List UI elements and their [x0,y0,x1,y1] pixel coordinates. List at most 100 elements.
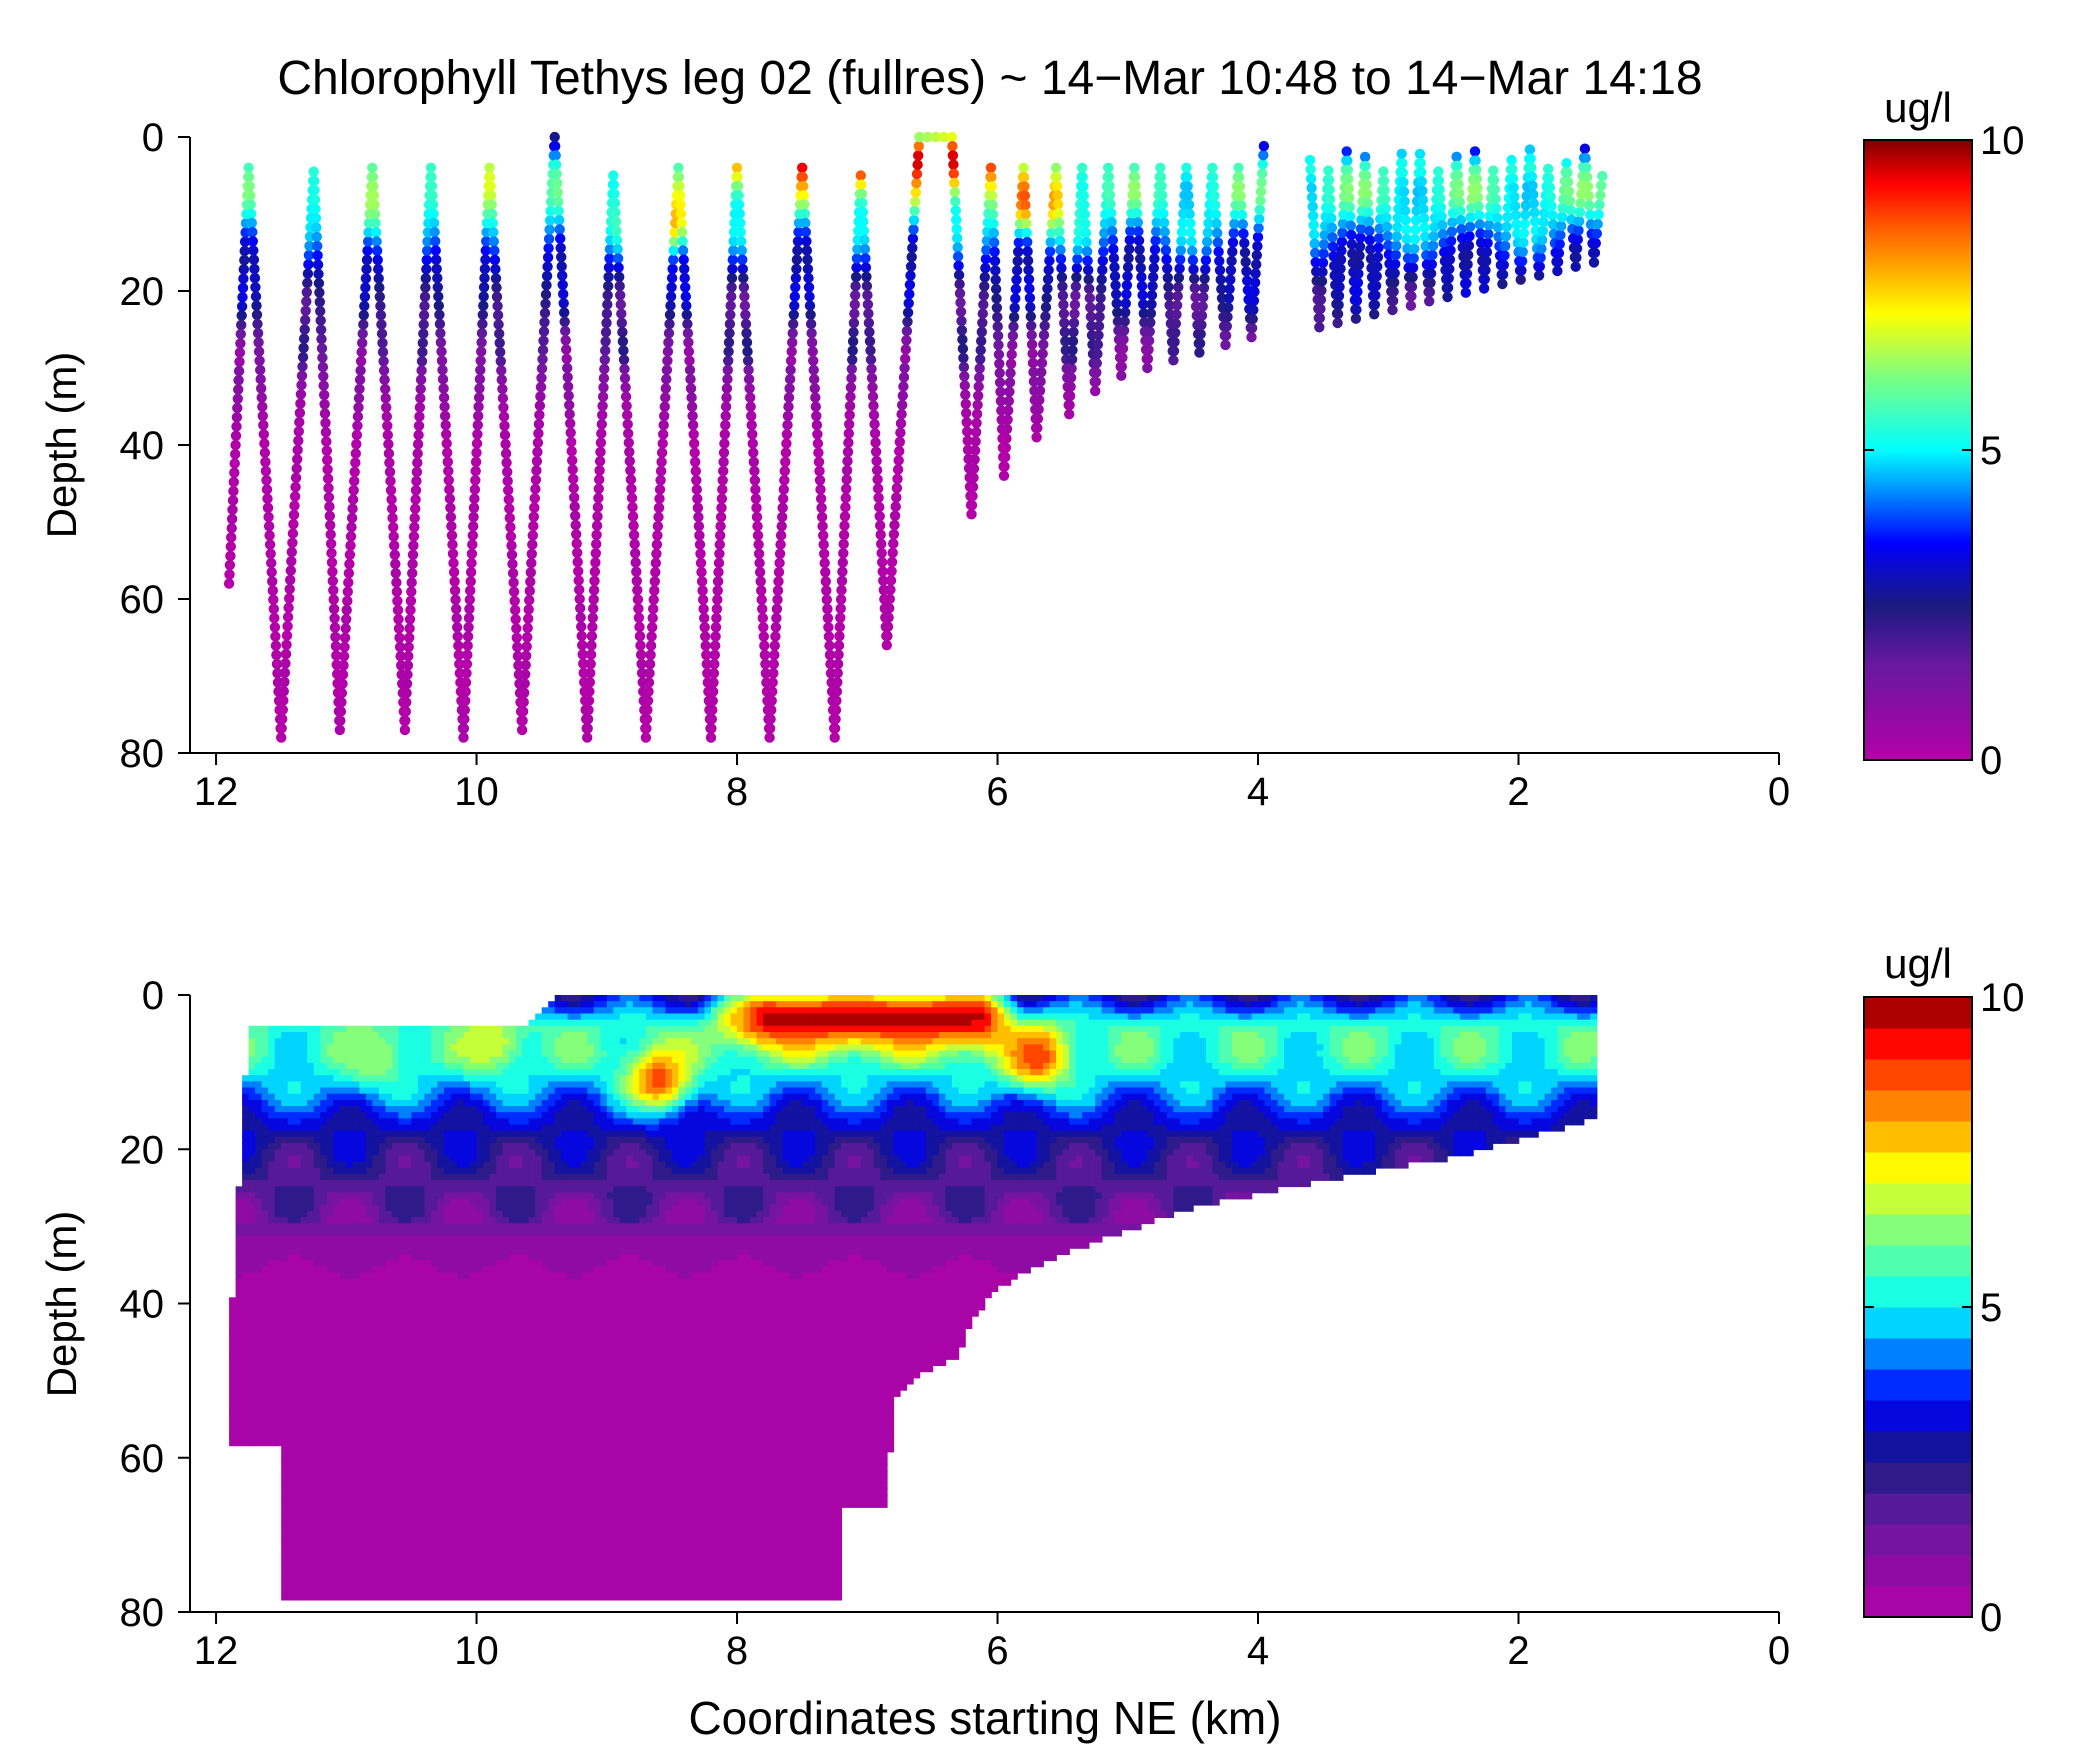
contour-cell [802,1019,810,1027]
contour-cell [1114,1007,1122,1015]
scatter-point [660,383,671,394]
scatter-point [614,280,625,292]
scatter-point [1147,280,1158,292]
contour-cell [717,1032,725,1039]
scatter-point [371,236,382,247]
scatter-point [479,272,490,284]
contour-cell [893,1050,901,1058]
contour-cell [450,1038,458,1046]
contour-cell [1238,1044,1246,1052]
scatter-point [600,336,611,347]
contour-cell [1355,1013,1363,1021]
contour-cell [776,1038,784,1046]
scatter-point [612,244,623,255]
scatter-point [438,383,449,394]
scatter-point [1181,171,1193,183]
scatter-point [1456,224,1467,235]
contour-cell [1570,1056,1578,1064]
contour-cell [1362,1062,1370,1070]
contour-cell [1538,1069,1546,1076]
scatter-point [1334,281,1345,293]
contour-cell [645,1056,654,1064]
contour-cell [541,1056,549,1064]
contour-cell [1329,1013,1337,1021]
contour-cell [971,1001,979,1009]
contour-cell [1433,1013,1442,1021]
contour-cell [613,1056,621,1064]
contour-cell [411,1038,419,1046]
contour-cell [1388,1056,1396,1064]
contour-cell [509,1025,517,1033]
scatter-point [238,264,249,275]
scatter-point [404,632,415,643]
scatter-point [806,328,817,339]
scatter-point [354,383,365,395]
contour-cell [1049,1050,1057,1058]
contour-cell [1218,1062,1227,1070]
contour-cell [1153,1062,1162,1070]
scatter-point [1592,218,1603,230]
scatter-point [768,658,779,670]
contour-cell [522,1032,530,1039]
contour-cell [854,1062,862,1070]
scatter-point [725,309,736,320]
scatter-point [1500,240,1511,252]
scatter-point [908,215,920,226]
scatter-point [1066,354,1078,365]
scatter-point [1464,231,1475,242]
contour-cell [1153,1019,1162,1027]
contour-cell [320,1069,328,1076]
contour-cell [1160,1062,1168,1070]
contour-cell [828,1044,836,1052]
scatter-point [282,621,293,632]
scatter-point [666,272,678,284]
scatter-point [1378,175,1390,186]
scatter-point [745,392,756,403]
scatter-point [668,254,679,265]
scatter-point [1034,394,1045,406]
scatter-point [844,419,855,430]
contour-cell [665,1075,673,1083]
scatter-point [666,282,677,293]
scatter-point [475,355,486,366]
contour-cell [255,1056,263,1064]
contour-cell [1427,1069,1435,1076]
contour-cell [769,1069,777,1076]
contour-cell [352,1062,361,1070]
contour-cell [1420,1019,1429,1027]
contour-cell [1583,1013,1591,1021]
scatter-point [445,502,456,513]
scatter-point [1397,158,1408,169]
contour-cell [867,1013,875,1021]
contour-cell [1531,1013,1539,1021]
contour-cell [1564,1019,1572,1027]
contour-cell [1420,1050,1429,1058]
contour-cell [841,1069,849,1076]
contour-cell [424,1075,432,1083]
scatter-point [718,447,730,458]
scatter-point [437,364,448,376]
contour-cell [1062,1056,1070,1064]
contour-cell [1101,1032,1109,1039]
contour-cell [1166,1050,1175,1058]
scatter-point [577,640,588,651]
scatter-point [1498,259,1510,271]
contour-cell [639,1050,647,1058]
contour-cell [1485,1025,1494,1033]
contour-cell [1479,1019,1487,1027]
scatter-point [1425,268,1437,279]
scatter-point [583,695,595,706]
contour-cell [860,1038,869,1046]
scatter-point [1251,250,1263,261]
contour-cell [1557,1050,1565,1058]
scatter-point [1563,176,1574,188]
scatter-point [999,461,1010,472]
contour-cell [789,1001,797,1009]
contour-cell [1251,1032,1259,1039]
contour-cell [1121,1038,1129,1046]
contour-cell [815,1032,823,1039]
contour-cell [567,1001,575,1009]
contour-cell [417,1069,426,1076]
scatter-point [852,244,863,255]
scatter-point [991,302,1003,313]
